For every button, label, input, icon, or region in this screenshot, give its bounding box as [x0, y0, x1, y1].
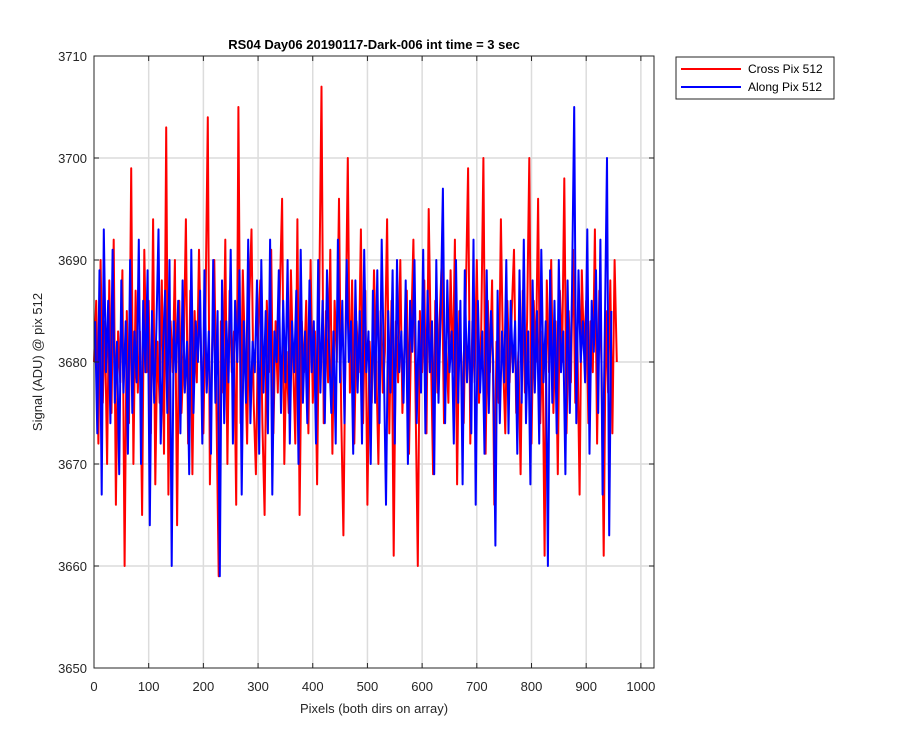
y-tick-label: 3680 [58, 355, 87, 370]
series-layer [93, 85, 618, 578]
series-line-along-pix-512 [94, 106, 613, 578]
y-tick-label: 3700 [58, 151, 87, 166]
legend-label-cross: Cross Pix 512 [748, 62, 823, 76]
y-tick-label: 3690 [58, 253, 87, 268]
x-tick-label: 0 [90, 679, 97, 694]
x-tick-label: 900 [575, 679, 597, 694]
x-tick-label: 600 [411, 679, 433, 694]
x-tick-label: 1000 [626, 679, 655, 694]
legend-label-along: Along Pix 512 [748, 80, 822, 94]
x-tick-label: 300 [247, 679, 269, 694]
x-tick-label: 800 [521, 679, 543, 694]
y-tick-label: 3650 [58, 661, 87, 676]
legend-box [675, 56, 835, 100]
x-axis-label: Pixels (both dirs on array) [300, 701, 448, 716]
y-tick-label: 3670 [58, 457, 87, 472]
y-tick-label: 3710 [58, 49, 87, 64]
x-tick-label: 100 [138, 679, 160, 694]
x-tick-label: 200 [193, 679, 215, 694]
x-tick-label: 400 [302, 679, 324, 694]
x-tick-label: 700 [466, 679, 488, 694]
legend: Cross Pix 512 Along Pix 512 [675, 56, 835, 100]
axis-ticks: 0 100 200 300 400 500 600 700 800 900 1000 3650 3660… [58, 49, 655, 694]
y-axis-label: Signal (ADU) @ pix 512 [30, 293, 45, 431]
y-tick-label: 3660 [58, 559, 87, 574]
chart-title: RS04 Day06 20190117-Dark-006 int time = … [228, 37, 520, 52]
x-tick-label: 500 [357, 679, 379, 694]
